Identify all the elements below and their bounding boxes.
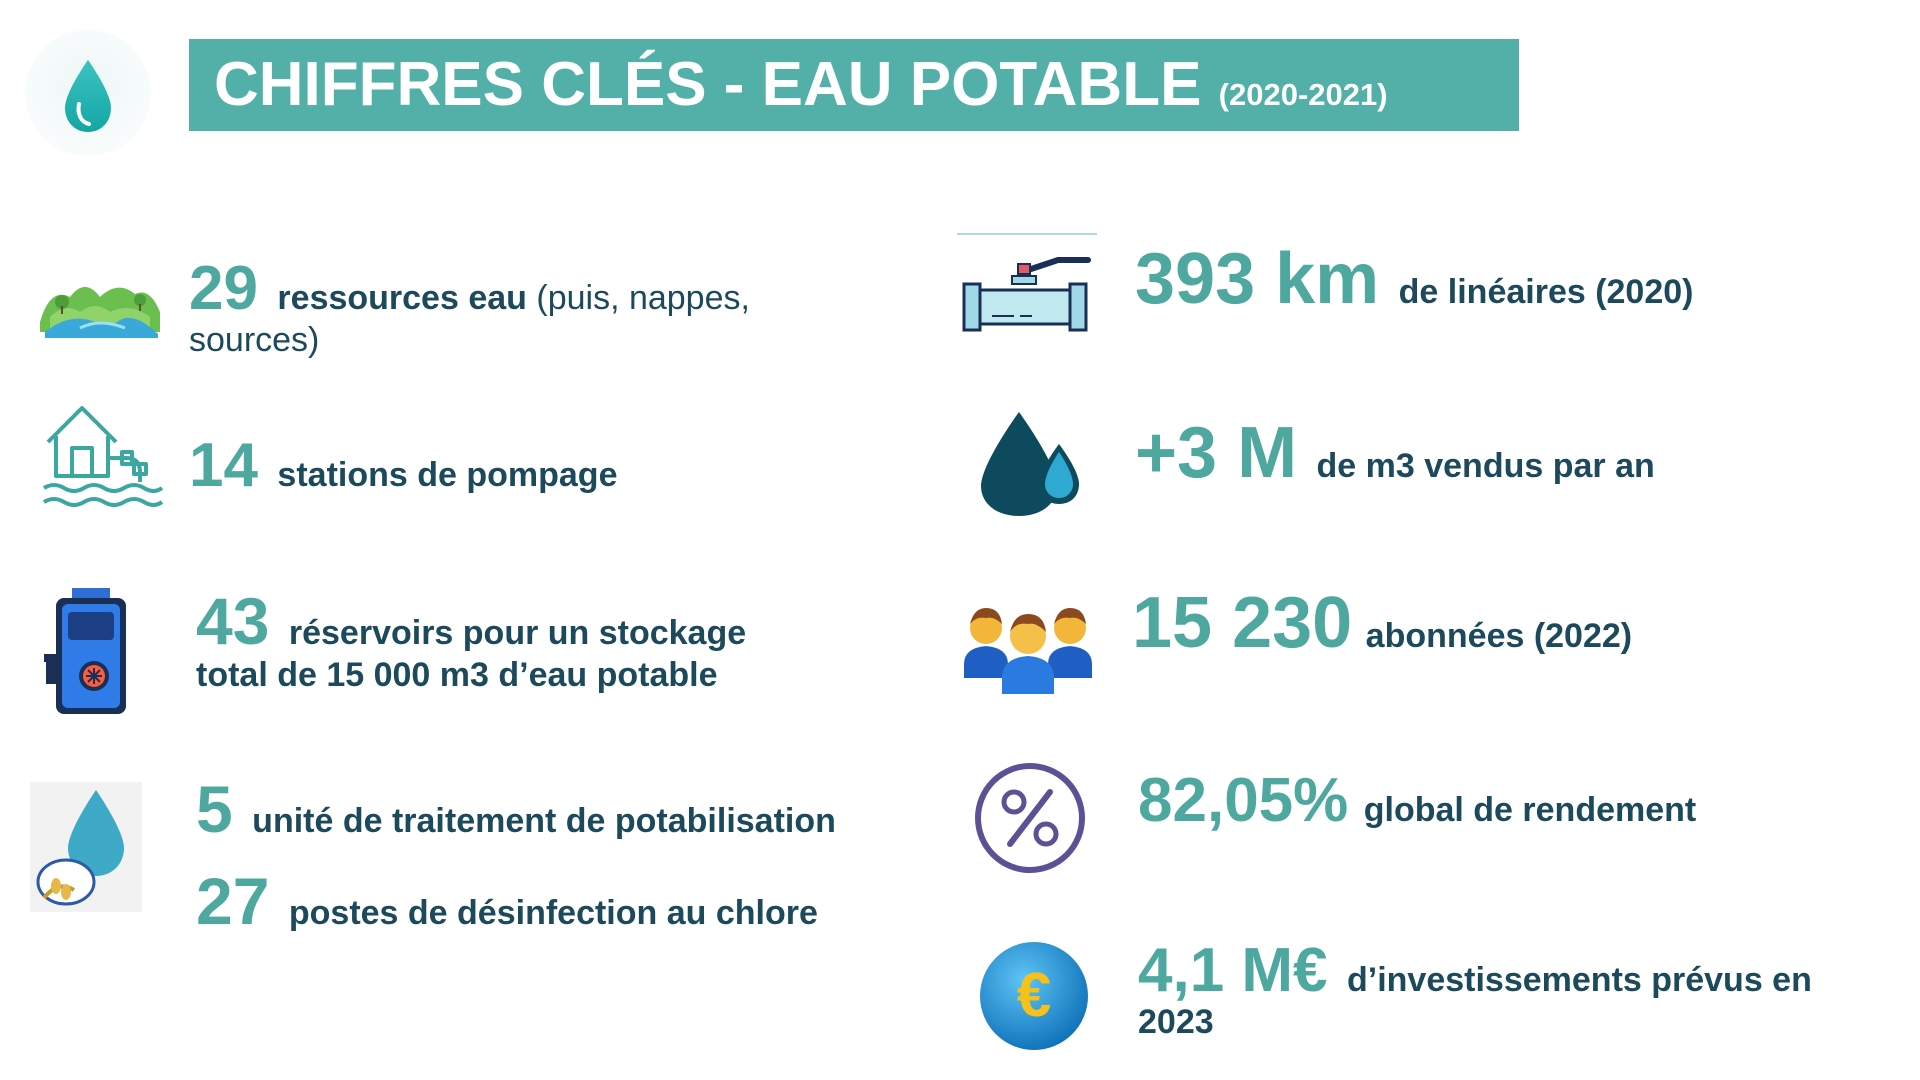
stat-label-bold: de m3 vendus par an	[1316, 447, 1655, 485]
stat-label-bold: d’investissements prévus en 2023	[1138, 961, 1812, 1041]
svg-text:€: €	[1017, 961, 1051, 1030]
stat-desinfection: 27 postes de désinfection au chlore	[196, 868, 818, 934]
water-drop-icon	[65, 60, 111, 132]
euro-coin-icon: €	[978, 940, 1090, 1057]
stat-label-bold: stations de pompage	[277, 456, 618, 494]
water-drops-icon	[975, 408, 1085, 523]
stat-label-bold: global de rendement	[1363, 791, 1697, 829]
stat-label-regular: (puis, nappes, sources)	[189, 279, 750, 359]
pipe-valve-icon	[962, 250, 1096, 345]
users-group-icon	[962, 598, 1096, 699]
stat-traitement: 5 unité de traitement de potabilisation	[196, 776, 836, 842]
title-period: (2020-2021)	[1218, 77, 1388, 112]
stat-label-bold: ressources eau	[277, 279, 527, 317]
stat-number: 4,1 M€	[1138, 936, 1328, 1005]
stat-number: 5	[196, 772, 233, 846]
stat-number: 43	[196, 584, 270, 658]
divider	[957, 233, 1097, 235]
stat-investissements: 4,1 M€ d’investissements prévus en 2023	[1138, 940, 1838, 1043]
water-heater-icon	[42, 588, 142, 721]
stat-number: 27	[196, 864, 270, 938]
stat-stations: 14 stations de pompage	[189, 435, 618, 497]
stat-abonnees: 15 230 abonnées (2022)	[1132, 587, 1633, 659]
stat-reservoirs: 43 réservoirs pour un stockage total de …	[196, 588, 816, 696]
stat-number: 393 km	[1135, 239, 1380, 319]
landscape-icon	[40, 272, 160, 347]
stat-ressources: 29 ressources eau (puis, nappes, sources…	[189, 258, 839, 361]
stat-label-bold: réservoirs pour un stockage total de 15 …	[196, 614, 747, 694]
stat-number: 14	[189, 431, 258, 500]
stat-number: +3 M	[1135, 413, 1298, 493]
stat-rendement: 82,05% global de rendement	[1138, 770, 1697, 832]
title-bar	[189, 39, 1519, 131]
water-treatment-icon	[30, 782, 142, 912]
stat-lineaires: 393 km de linéaires (2020)	[1135, 243, 1694, 315]
stat-label-bold: unité de traitement de potabilisation	[252, 802, 836, 840]
stat-number: 29	[189, 254, 258, 323]
title-main: CHIFFRES CLÉS - EAU POTABLE	[214, 50, 1202, 119]
logo-badge	[25, 30, 151, 156]
stat-number: 82,05%	[1138, 766, 1349, 835]
percent-icon	[972, 760, 1088, 881]
pumping-station-icon	[42, 402, 164, 515]
page-title: CHIFFRES CLÉS - EAU POTABLE (2020-2021)	[214, 48, 1388, 132]
stat-number: 15 230	[1132, 583, 1353, 663]
stat-label-bold: abonnées (2022)	[1365, 617, 1633, 655]
stat-label-bold: postes de désinfection au chlore	[288, 894, 818, 932]
stat-m3-vendus: +3 M de m3 vendus par an	[1135, 417, 1655, 489]
stat-label-bold: de linéaires (2020)	[1398, 273, 1694, 311]
